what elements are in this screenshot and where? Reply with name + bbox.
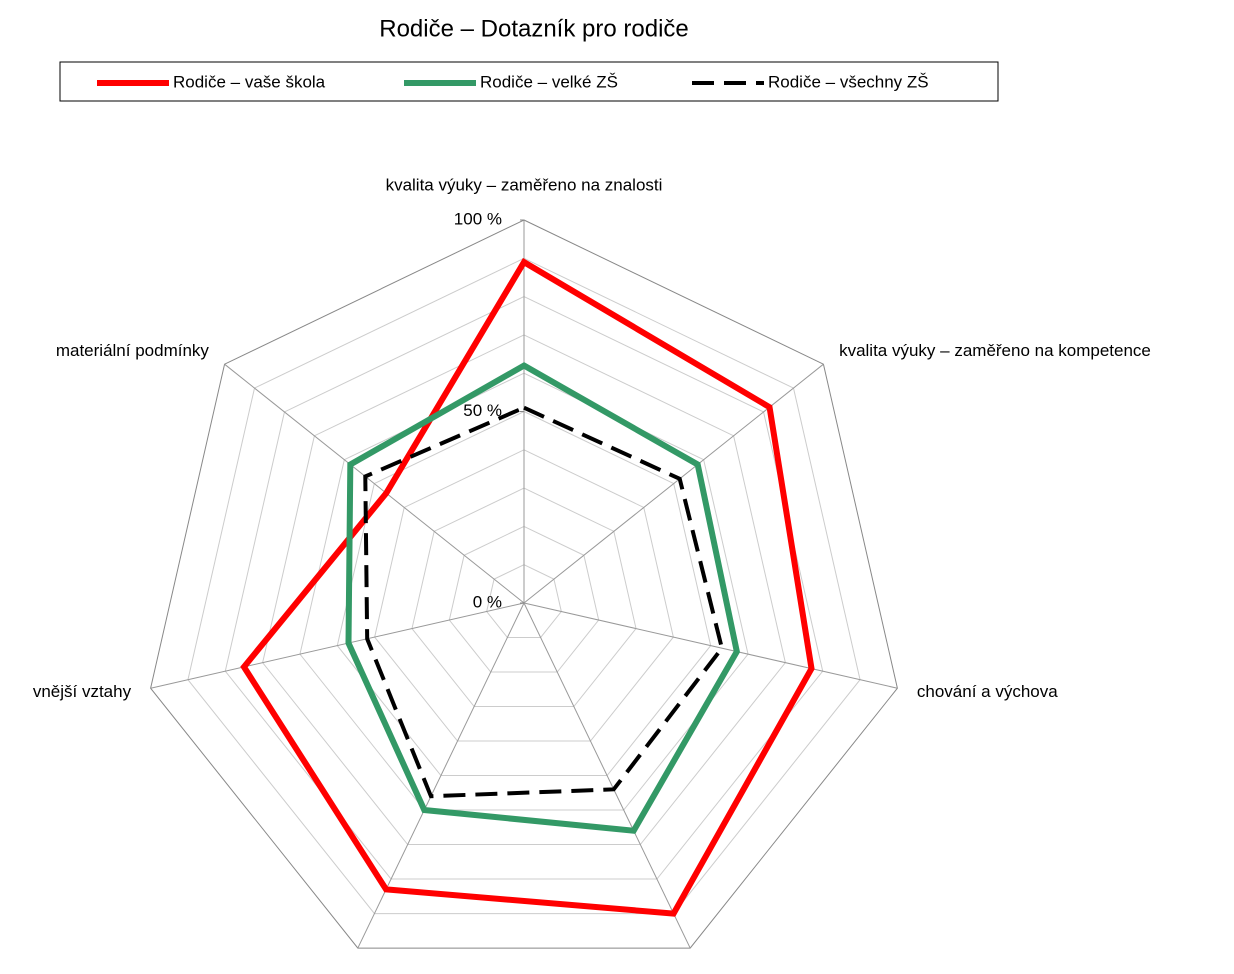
series-line xyxy=(363,405,725,799)
grid-ring xyxy=(448,525,600,673)
grid-ring xyxy=(411,487,637,708)
spoke xyxy=(224,363,525,604)
grid-ring xyxy=(262,334,786,846)
chart-title: Rodiče – Dotazník pro rodiče xyxy=(379,15,689,42)
series-line xyxy=(345,362,741,834)
spoke xyxy=(523,363,824,604)
y-tick-label: 50 % xyxy=(463,401,502,420)
grid-ring xyxy=(150,219,898,949)
y-tick-label: 100 % xyxy=(454,209,502,228)
axis-label: kvalita výuky – zaměřeno na kompetence xyxy=(839,341,1151,360)
grid-ring xyxy=(224,296,824,880)
legend-label: Rodiče – velké ZŠ xyxy=(480,72,618,91)
axis-label: chování a výchova xyxy=(917,682,1058,701)
axis-label: kvalita výuky – zaměřeno na znalosti xyxy=(386,175,663,194)
spoke xyxy=(523,602,898,689)
spoke xyxy=(150,602,525,689)
y-tick-label: 0 % xyxy=(473,592,502,611)
grid-ring xyxy=(486,564,562,639)
series-line xyxy=(240,258,815,917)
grid-ring xyxy=(299,372,749,811)
spoke xyxy=(523,602,691,949)
axis-label: vnější vztahy xyxy=(33,682,132,701)
axis-label: materiální podmínky xyxy=(56,341,210,360)
grid-ring xyxy=(374,449,674,742)
legend-box xyxy=(59,61,999,102)
legend-label: Rodiče – všechny ZŠ xyxy=(768,72,929,91)
legend-label: Rodiče – vaše škola xyxy=(173,72,326,91)
grid-ring xyxy=(187,257,861,915)
